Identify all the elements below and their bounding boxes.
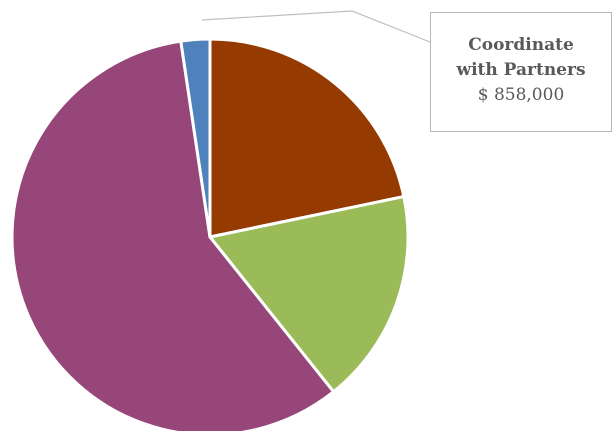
pie-slice-1 [208, 37, 406, 239]
pie-slice-4 [179, 37, 212, 239]
callout-leader-line [201, 10, 431, 43]
pie-slice-2 [208, 195, 410, 394]
pie-slices [10, 37, 410, 435]
callout-title: Coordinate with Partners [456, 35, 586, 80]
callout-value: $ 858,000 [477, 85, 565, 105]
data-callout: Coordinate with Partners $ 858,000 [430, 12, 612, 132]
